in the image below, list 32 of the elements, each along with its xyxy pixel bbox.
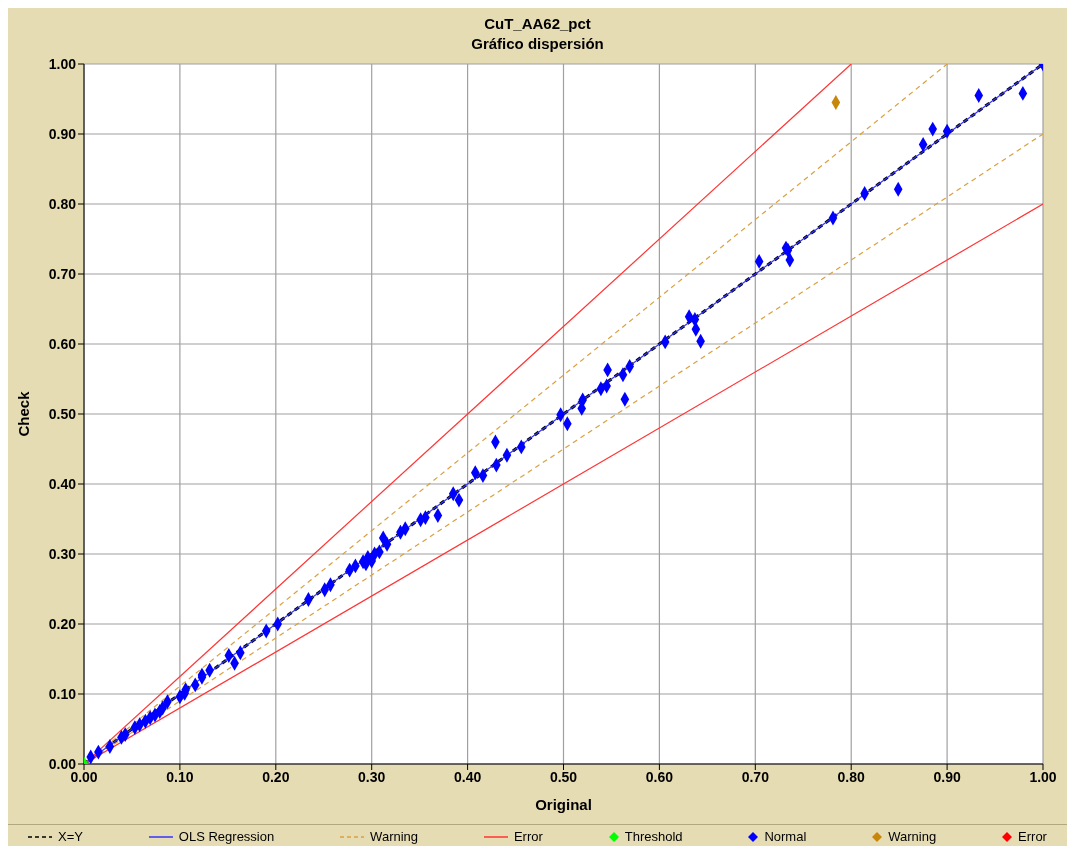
y-tick-label: 0.40 <box>48 475 77 492</box>
x-tick-label: 0.30 <box>358 768 386 785</box>
chart-subtitle: Gráfico dispersión <box>470 34 605 54</box>
y-tick-label: 0.60 <box>48 335 77 352</box>
y-tick-label: 0.70 <box>48 265 77 282</box>
legend-label: Warning <box>370 829 419 844</box>
y-tick-label: 0.90 <box>48 125 77 142</box>
y-tick-label: 0.30 <box>48 545 77 562</box>
chart-title: CuT_AA62_pct <box>483 14 592 34</box>
x-tick-label: 0.10 <box>166 768 194 785</box>
legend-label: Normal <box>764 829 807 844</box>
y-tick-label: 0.50 <box>48 405 77 422</box>
legend-label: Warning <box>888 829 937 844</box>
x-axis-title: Original <box>535 796 592 813</box>
x-tick-label: 0.60 <box>645 768 674 785</box>
y-tick-label: 1.00 <box>48 55 77 72</box>
x-tick-label: 0.90 <box>933 768 961 785</box>
y-tick-label: 0.10 <box>48 685 77 702</box>
y-axis-title: Check <box>15 390 33 437</box>
legend-label: OLS Regression <box>178 829 275 844</box>
y-tick-label: 0.80 <box>48 195 77 212</box>
x-tick-label: 1.00 <box>1029 768 1057 785</box>
legend-label: Threshold <box>624 829 683 844</box>
x-tick-label: 0.40 <box>453 768 482 785</box>
legend-label: X=Y <box>58 829 83 844</box>
x-tick-label: 0.50 <box>549 768 578 785</box>
x-tick-label: 0.20 <box>262 768 290 785</box>
y-tick-label: 0.20 <box>48 615 77 632</box>
legend-label: Error <box>513 829 543 844</box>
legend-label: Error <box>1018 829 1047 844</box>
x-tick-label: 0.80 <box>837 768 866 785</box>
x-tick-label: 0.70 <box>741 768 770 785</box>
